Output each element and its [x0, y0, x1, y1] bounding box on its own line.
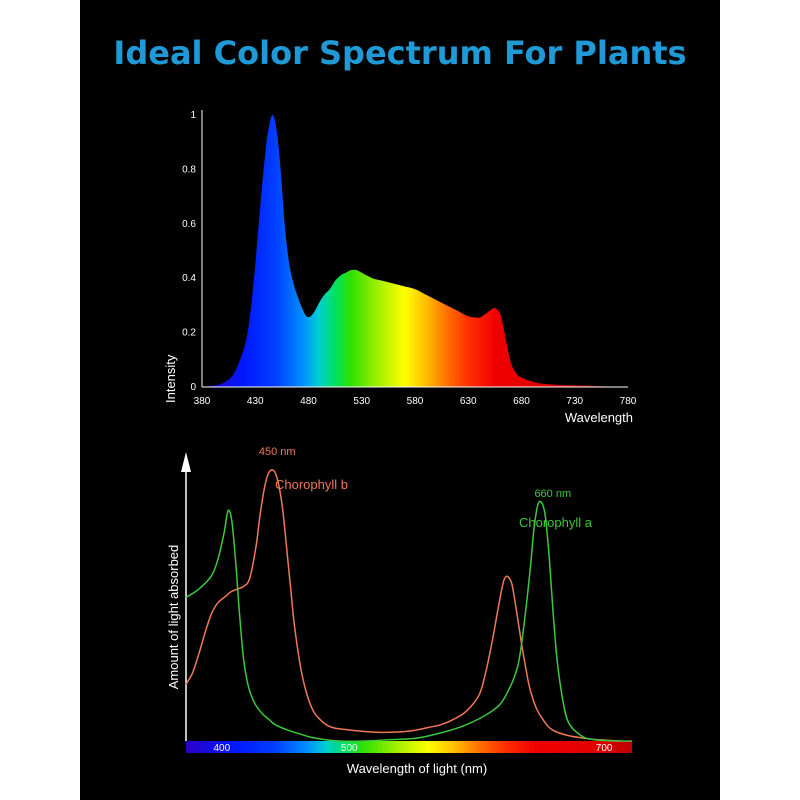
y-tick-label: 1: [190, 110, 196, 121]
y-axis-arrow: [181, 452, 191, 472]
x-tick-label: 730: [566, 396, 583, 407]
x-tick-label: 430: [247, 396, 264, 407]
peak-label-450: 450 nm: [259, 446, 296, 458]
x-axis-label: Wavelength of light (nm): [347, 761, 487, 776]
spectrum-area: [202, 114, 628, 387]
x-tick-label: 630: [460, 396, 477, 407]
series-line-chlorophyll-b: [185, 469, 620, 742]
peak-label-660: 660 nm: [534, 488, 571, 500]
x-tick-label: 530: [353, 396, 370, 407]
spectrum-colorbar: [186, 741, 632, 753]
y-tick-label: 0.2: [182, 328, 196, 339]
series-label-chlorophyll-a: Chorophyll a: [519, 515, 593, 530]
x-tick-label: 780: [620, 396, 637, 407]
x-tick-label: 580: [407, 396, 424, 407]
y-axis-label: Amount of light absorbed: [166, 545, 181, 690]
y-tick-label: 0.6: [182, 219, 196, 230]
series-label-chlorophyll-b: Chorophyll b: [275, 477, 348, 492]
y-axis-label: Intensity: [163, 354, 178, 403]
colorbar-tick-label: 700: [596, 743, 613, 754]
colorbar-tick-label: 500: [341, 743, 358, 754]
colorbar-tick-label: 400: [213, 743, 230, 754]
x-tick-label: 480: [300, 396, 317, 407]
page-title: Ideal Color Spectrum For Plants: [113, 34, 687, 72]
x-axis-label: Wavelength: [565, 410, 633, 425]
y-tick-label: 0.8: [182, 164, 196, 175]
series-line-chlorophyll-a: [185, 500, 633, 743]
x-tick-label: 380: [194, 396, 211, 407]
y-tick-label: 0: [190, 382, 196, 393]
y-tick-label: 0.4: [182, 273, 196, 284]
x-tick-label: 680: [513, 396, 530, 407]
